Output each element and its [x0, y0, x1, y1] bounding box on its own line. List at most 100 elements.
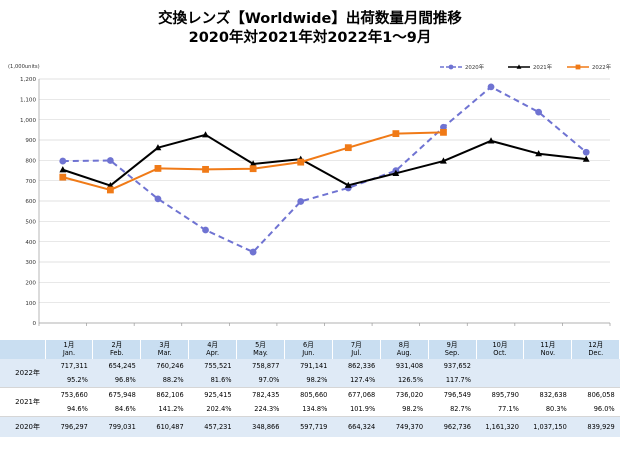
value-cell: 791,141: [284, 359, 333, 373]
table-month-header: 1月 Jan.: [45, 340, 94, 359]
data-point: [249, 160, 257, 167]
data-point: [344, 181, 352, 188]
value-cell: 758,877: [236, 359, 285, 373]
month-en: Oct.: [493, 348, 507, 357]
y-tick-label: 500: [25, 220, 36, 226]
value-cell: 1,161,320: [476, 416, 524, 437]
chart-subtitle: 2020年対2021年対2022年1～9月: [188, 30, 432, 46]
month-jp: 8月: [398, 341, 410, 349]
value-cell: 753,660: [45, 387, 93, 402]
data-point: [440, 123, 447, 131]
value-cell: 862,336: [332, 359, 381, 373]
percent-cell: 81.6%: [188, 373, 237, 388]
value-cell: 839,929: [571, 416, 620, 437]
value-cell: 457,231: [188, 416, 237, 437]
table-row: 2022年 717,311 654,245 760,246 755,521 758,877…: [0, 359, 620, 388]
month-jp: 6月: [303, 341, 314, 349]
series-line-0: [62, 85, 587, 254]
value-cell: 610,487: [140, 416, 189, 437]
data-point: [154, 195, 162, 203]
month-jp: 4月: [207, 341, 219, 349]
value-cell: 962,736: [428, 416, 477, 437]
table-month-header: 5月 May.: [236, 340, 285, 359]
table-header-row: 1月 Jan. 2月 Feb. 3月 Mar. 4月 Apr. 5月 May. 6月 Jun. 7月 Ju…: [0, 340, 620, 359]
y-tick-label: 100: [25, 301, 36, 307]
data-table: 1月 Jan. 2月 Feb. 3月 Mar. 4月 Apr. 5月 May. 6月 Jun. 7月 Ju…: [0, 340, 620, 437]
table-row: 2020年 796,297 799,031 610,487 457,231 348,866…: [0, 416, 620, 437]
value-cell: 717,311: [45, 359, 93, 373]
legend-label: 2020年: [465, 63, 485, 71]
data-point: [249, 248, 257, 256]
y-tick-label: 800: [25, 159, 36, 165]
value-cell: 1,037,150: [523, 416, 572, 437]
percent-cell: [476, 373, 524, 388]
data-point: [59, 173, 67, 181]
row-label: 2021年: [0, 387, 45, 417]
percent-cell: 97.0%: [236, 373, 285, 388]
table-row: 2021年 753,660 675,948 862,106 925,415 782,435…: [0, 387, 620, 417]
value-cell: 925,415: [188, 387, 237, 402]
month-en: Aug.: [396, 348, 412, 357]
value-cell: 796,549: [428, 387, 477, 402]
percent-cell: 202.4%: [188, 402, 237, 417]
value-cell: 796,297: [45, 416, 93, 437]
table-row-percent: 94.6% 84.6% 141.2% 202.4% 224.3% 134.8% 101.9%…: [0, 402, 620, 417]
data-point: [154, 165, 162, 172]
value-cell: 832,638: [523, 387, 572, 402]
data-point: [202, 165, 209, 173]
data-point: [249, 165, 257, 173]
table-month-header: 7月 Jul.: [332, 340, 381, 359]
y-tick-label: 0: [32, 321, 36, 327]
percent-cell: [523, 373, 572, 388]
data-point: [106, 186, 114, 194]
legend-marker: [448, 64, 454, 70]
value-cell: 895,790: [476, 387, 524, 402]
percent-cell: 224.3%: [236, 402, 285, 417]
percent-cell: 96.0%: [571, 402, 620, 417]
value-cell: 862,106: [140, 387, 189, 402]
data-point: [582, 148, 590, 156]
row-label: 2020年: [0, 416, 45, 437]
percent-cell: 98.2%: [284, 373, 333, 388]
month-jp: 2月: [111, 341, 123, 349]
table-month-header: 6月 Jun.: [284, 340, 333, 359]
table-month-header: 12月 Dec.: [571, 340, 620, 359]
table-row-percent: 95.2% 96.8% 88.2% 81.6% 97.0% 98.2% 127.4% 126.…: [0, 373, 620, 388]
percent-cell: 141.2%: [140, 402, 189, 417]
month-jp: 11月: [540, 341, 556, 349]
legend-marker: [575, 64, 581, 70]
value-cell: 736,020: [380, 387, 429, 402]
series-line-1: [62, 133, 587, 187]
value-cell: 675,948: [92, 387, 141, 402]
value-cell: 749,370: [380, 416, 429, 437]
data-point: [154, 144, 162, 151]
month-jp: 7月: [350, 341, 362, 349]
month-jp: 3月: [159, 341, 171, 349]
y-tick-label: 200: [25, 281, 36, 287]
value-cell: [523, 359, 572, 373]
value-cell: 664,324: [332, 416, 381, 437]
month-jp: 9月: [446, 341, 458, 349]
table-month-header: 3月 Mar.: [140, 340, 190, 359]
table-month-header: 11月 Nov.: [523, 340, 573, 359]
data-point: [535, 108, 543, 116]
table-corner-cell: [0, 340, 46, 359]
percent-cell: 82.7%: [428, 402, 477, 417]
percent-cell: 126.5%: [380, 373, 429, 388]
percent-cell: 98.2%: [380, 402, 429, 417]
value-cell: 782,435: [236, 387, 285, 402]
percent-cell: 94.6%: [45, 402, 93, 417]
month-en: Sep.: [444, 348, 460, 357]
data-point: [59, 166, 67, 173]
value-cell: 806,058: [571, 387, 620, 402]
value-cell: 677,068: [332, 387, 381, 402]
value-cell: [571, 359, 620, 373]
y-tick-label: 1,000: [20, 118, 36, 124]
month-en: May.: [253, 348, 268, 357]
percent-cell: 101.9%: [332, 402, 381, 417]
y-tick-label: 300: [25, 260, 36, 266]
month-jp: 5月: [255, 341, 266, 349]
percent-cell: [571, 373, 620, 388]
data-point: [297, 198, 305, 205]
month-jp: 1月: [63, 341, 75, 349]
